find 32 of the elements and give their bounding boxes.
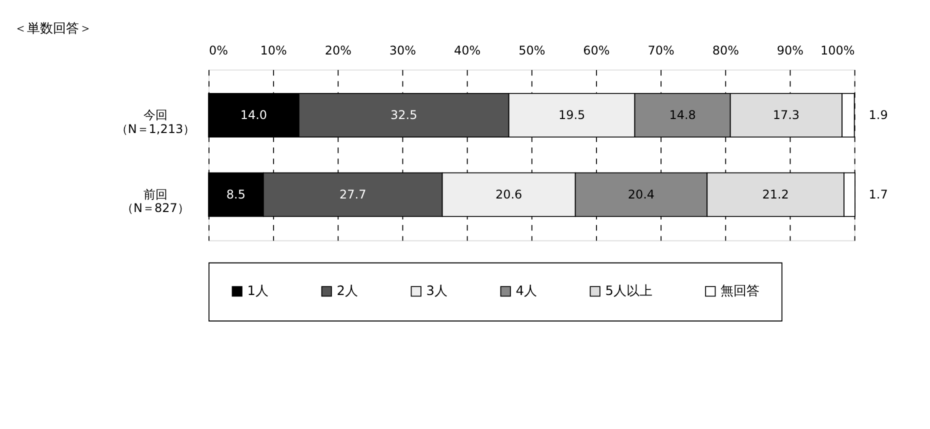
text: ＜単数回答＞ xyxy=(14,22,92,37)
data-label: 8.5 xyxy=(226,187,246,202)
legend-label: 5人以上 xyxy=(605,284,652,300)
y-tick-label: 前回（N＝827） xyxy=(122,187,190,216)
data-label: 27.7 xyxy=(340,187,366,202)
data-label: 14.8 xyxy=(669,108,696,122)
data-label: 20.4 xyxy=(628,187,655,202)
x-tick-label: 90% xyxy=(776,43,804,58)
data-label: 19.5 xyxy=(558,108,586,122)
legend-label: 1人 xyxy=(247,284,268,300)
x-tick-label: 70% xyxy=(648,43,674,58)
x-tick-label: 40% xyxy=(454,43,481,58)
legend-label: 無回答 xyxy=(720,284,760,300)
x-tick-label: 10% xyxy=(260,43,287,58)
data-label: 1.9 xyxy=(868,108,888,122)
x-tick-label: 60% xyxy=(583,43,610,58)
legend-label: 2人 xyxy=(336,284,358,300)
x-tick-label: 30% xyxy=(389,43,416,58)
legend-label: 4人 xyxy=(516,284,537,300)
data-label: 17.3 xyxy=(772,108,800,122)
x-tick-label: 80% xyxy=(712,43,739,58)
x-tick-label: 100% xyxy=(820,43,855,58)
x-tick-label: 0% xyxy=(208,43,228,58)
data-label: 14.0 xyxy=(240,108,268,122)
data-label: 20.6 xyxy=(495,187,522,202)
data-label: 32.5 xyxy=(390,108,418,122)
y-tick-label: 今回（N＝1,213） xyxy=(116,108,196,136)
data-label: 1.7 xyxy=(868,187,888,202)
x-tick-label: 20% xyxy=(324,43,352,58)
x-tick-label: 50% xyxy=(518,43,546,58)
data-label: 21.2 xyxy=(762,187,789,202)
legend-label: 3人 xyxy=(426,284,448,300)
